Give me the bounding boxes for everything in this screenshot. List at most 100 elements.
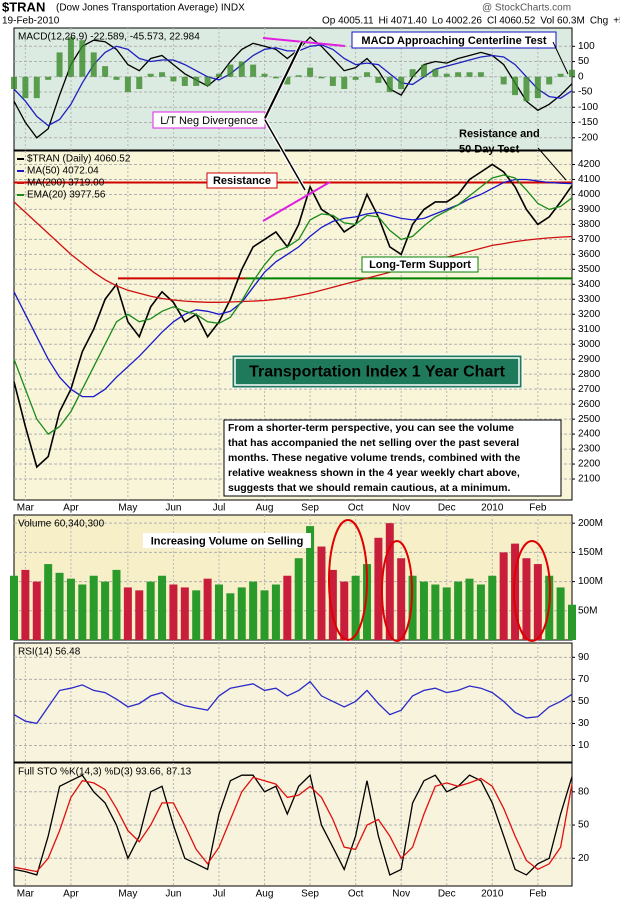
y-tick-label: 2900 (578, 354, 601, 365)
histogram-bar (11, 76, 17, 89)
volume-bar (146, 581, 155, 640)
x-tick-label: 2010 (481, 889, 504, 900)
volume-bar (408, 575, 417, 640)
y-tick-label: 2600 (578, 399, 601, 410)
y-tick-label: 100M (578, 576, 603, 587)
annotation-box (231, 354, 523, 389)
quote-field: Hi 4071.40 (379, 16, 428, 27)
highlight-ellipse (328, 519, 368, 641)
x-tick-label: Sep (301, 503, 319, 514)
volume-bar (101, 581, 110, 640)
volume-bar (431, 584, 440, 640)
histogram-bar (409, 69, 416, 77)
histogram-bar (272, 76, 279, 79)
panel-title: MACD(12,26,9) -22.589, -45.573, 22.984 (18, 32, 200, 43)
y-tick-label: 50 (578, 820, 590, 831)
highlight-ellipse (381, 540, 413, 642)
volume-bar (55, 572, 64, 640)
divergence-line (262, 181, 331, 222)
quote-field: Op 4005.11 (322, 16, 374, 27)
x-tick-label: Oct (348, 503, 364, 514)
y-tick-label: 2500 (578, 414, 601, 425)
y-tick-label: 50 (578, 696, 590, 707)
y-tick-label: 3000 (578, 339, 601, 350)
volume-bar (66, 578, 75, 640)
histogram-bar (420, 64, 427, 77)
x-tick-label: Dec (438, 503, 456, 514)
volume-bar (442, 587, 451, 640)
x-tick-label: Mar (17, 503, 35, 514)
histogram-bar (557, 73, 564, 77)
volume-bar (44, 564, 53, 640)
histogram-bar (227, 64, 234, 77)
y-tick-label: 30 (578, 718, 590, 729)
quote-field: Lo 4002.26 (432, 16, 482, 27)
histogram-bar (364, 72, 371, 77)
histogram-bar (307, 67, 314, 77)
volume-bar (203, 578, 212, 640)
annotation-box (223, 419, 562, 497)
quote-field: Chg (590, 16, 608, 27)
y-tick-label: 3400 (578, 279, 601, 290)
volume-bar (351, 575, 360, 640)
volume-bar (533, 564, 542, 640)
panel-background (13, 642, 573, 763)
annotation-box (143, 533, 311, 548)
legend-entry: $TRAN (Daily) 4060.52 (27, 154, 131, 165)
y-tick-label: 4000 (578, 189, 601, 200)
y-tick-label: -50 (578, 87, 593, 98)
histogram-bar (318, 76, 325, 79)
arrow (537, 147, 567, 181)
histogram-bar (546, 76, 553, 85)
histogram-bar (284, 76, 291, 85)
y-tick-label: 80 (578, 786, 590, 797)
histogram-bar (215, 73, 222, 77)
volume-bar (123, 587, 132, 640)
histogram-bar (329, 76, 336, 86)
quote: Op 4005.11 Hi 4071.40 Lo 4002.26 Cl 4060.52… (322, 16, 620, 27)
y-tick-label: 3200 (578, 309, 601, 320)
y-tick-label: 2100 (578, 474, 601, 485)
x-tick-label: Aug (256, 889, 274, 900)
panel-title: Volume 60,340,300 (18, 519, 105, 530)
histogram-bar (466, 72, 473, 77)
source: @ StockCharts.com (482, 3, 571, 14)
x-tick-label: Mar (17, 889, 35, 900)
volume-bar (21, 569, 30, 640)
y-tick-label: 3700 (578, 234, 601, 245)
x-tick-label: Sep (301, 889, 319, 900)
histogram-bar (56, 52, 63, 77)
histogram-bar (147, 73, 154, 77)
volume-bar (260, 590, 269, 640)
histogram-bar (204, 76, 211, 86)
volume-bar (454, 581, 463, 640)
x-tick-label: Jun (165, 889, 181, 900)
level-label: Resistance (213, 175, 271, 187)
volume-bar (385, 523, 394, 640)
y-tick-label: 200M (578, 518, 603, 529)
y-tick-label: 2700 (578, 384, 601, 395)
level-label-box (361, 256, 479, 273)
histogram-bar (261, 73, 268, 77)
annotation-text: suggests that we should remain cautious,… (228, 482, 510, 494)
y-tick-label: 0 (578, 71, 584, 82)
histogram-bar (124, 76, 131, 93)
highlight-ellipse (513, 540, 551, 642)
volume-bar (397, 558, 406, 640)
volume-bar (374, 537, 383, 640)
annotation-box (351, 31, 557, 49)
y-tick-label: 50M (578, 605, 597, 616)
series-line (13, 36, 573, 139)
volume-bar (169, 584, 178, 640)
y-tick-label: 3100 (578, 324, 601, 335)
volume-bar (328, 569, 337, 640)
histogram-bar (136, 76, 143, 89)
volume-bar (476, 584, 485, 640)
x-tick-label: May (118, 503, 137, 514)
series-line (13, 776, 573, 873)
histogram-bar (170, 76, 177, 82)
quote-field: Cl 4060.52 (487, 16, 536, 27)
volume-bar (568, 604, 576, 640)
volume-bar (78, 584, 87, 640)
x-tick-label: Apr (63, 503, 79, 514)
